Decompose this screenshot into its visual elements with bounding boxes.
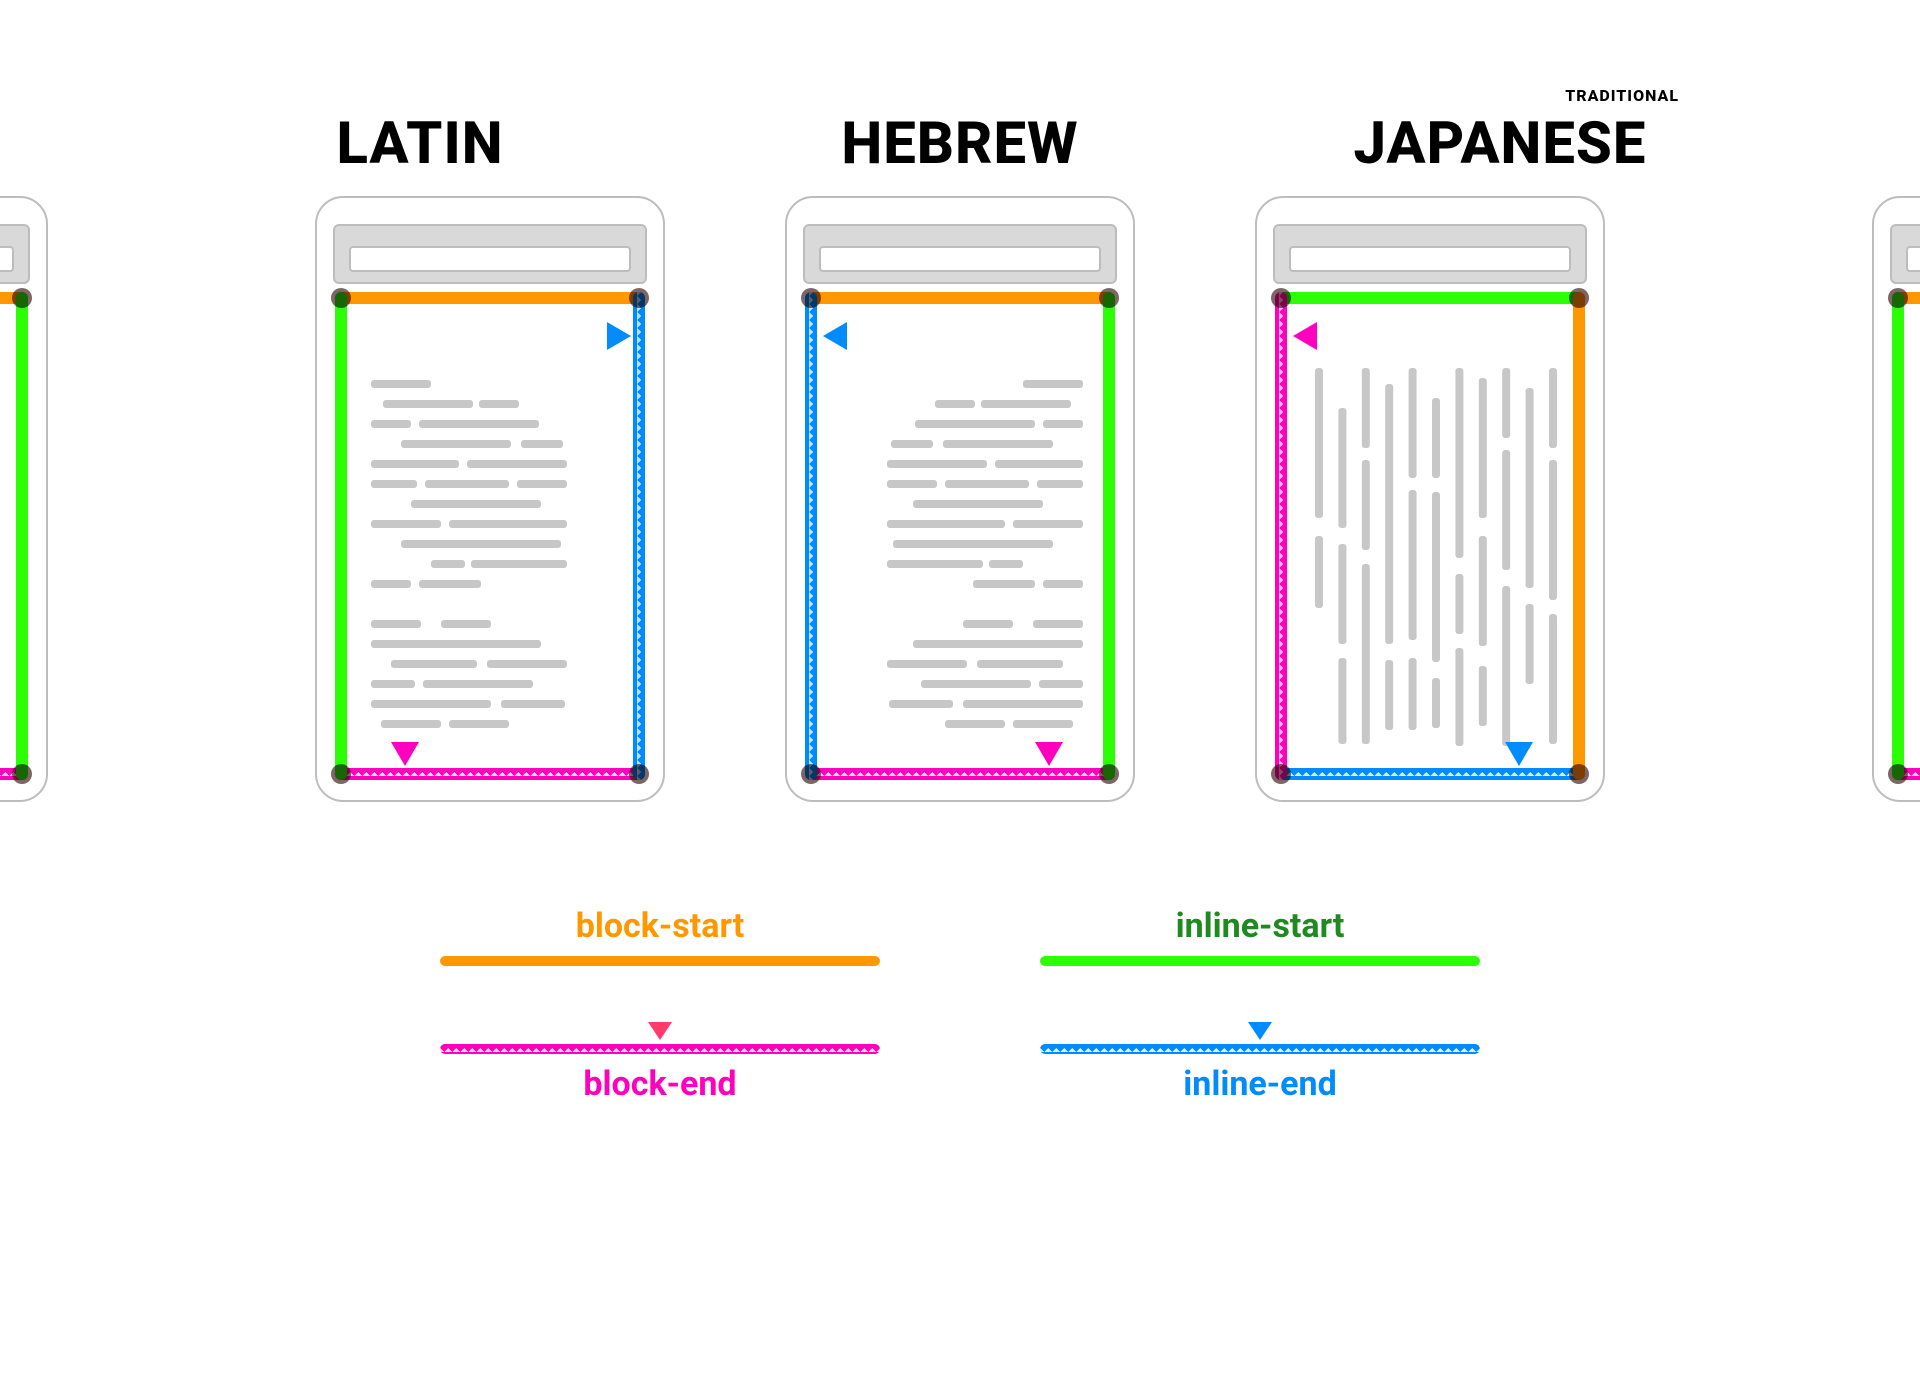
device-partial-left — [0, 196, 48, 802]
legend-block-start-bar — [440, 956, 880, 966]
url-bar — [1906, 246, 1920, 272]
flow-arrow — [0, 292, 32, 784]
arrow-down-icon — [640, 976, 680, 1040]
legend-block-end-label: block-end — [440, 1064, 880, 1104]
browser-chrome — [333, 224, 647, 284]
browser-chrome — [0, 224, 30, 284]
browser-chrome — [1273, 224, 1587, 284]
legend-block: block-start block-end — [440, 900, 880, 1114]
device-japanese — [1255, 196, 1605, 802]
device-latin — [315, 196, 665, 802]
content-area — [1892, 292, 1920, 780]
url-bar — [1289, 246, 1571, 272]
arrow-down-icon — [1240, 976, 1280, 1040]
content-area — [0, 292, 28, 780]
flow-arrow — [1275, 292, 1589, 784]
heading-hebrew: HEBREW — [785, 110, 1135, 178]
content-area — [1275, 292, 1585, 780]
devices-row — [0, 196, 1920, 802]
flow-arrow — [1892, 292, 1920, 784]
flow-arrow — [805, 292, 1119, 784]
legend-inline-end-label: inline-end — [1040, 1064, 1480, 1104]
legend-block-start-label: block-start — [440, 906, 880, 946]
legend-inline-end-bar — [1040, 1044, 1480, 1054]
legend-inline: inline-start inline-end — [1040, 900, 1480, 1114]
device-hebrew — [785, 196, 1135, 802]
legend-block-end-bar — [440, 1044, 880, 1054]
flow-arrow — [335, 292, 649, 784]
content-area — [805, 292, 1115, 780]
heading-japanese: JAPANESE TRADITIONAL — [1325, 110, 1675, 178]
heading-latin: LATIN — [245, 110, 595, 178]
legend-block-arrow — [440, 976, 880, 1040]
heading-row: LATIN HEBREW JAPANESE TRADITIONAL — [0, 110, 1920, 178]
browser-chrome — [803, 224, 1117, 284]
browser-chrome — [1890, 224, 1920, 284]
legend: block-start block-end inline-start — [0, 900, 1920, 1114]
url-bar — [0, 246, 14, 272]
device-partial-right — [1872, 196, 1920, 802]
legend-inline-start-bar — [1040, 956, 1480, 966]
heading-japanese-text: JAPANESE — [1354, 110, 1647, 178]
url-bar — [349, 246, 631, 272]
legend-inline-start-label: inline-start — [1040, 906, 1480, 946]
legend-inline-arrow — [1040, 976, 1480, 1040]
diagram-canvas: LATIN HEBREW JAPANESE TRADITIONAL — [0, 0, 1920, 1384]
content-area — [335, 292, 645, 780]
heading-japanese-sup: TRADITIONAL — [1565, 86, 1679, 105]
url-bar — [819, 246, 1101, 272]
